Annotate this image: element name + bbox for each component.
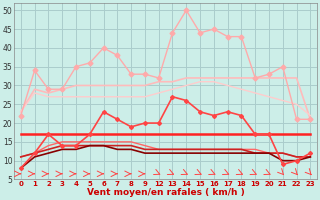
X-axis label: Vent moyen/en rafales ( km/h ): Vent moyen/en rafales ( km/h ) [87,188,244,197]
